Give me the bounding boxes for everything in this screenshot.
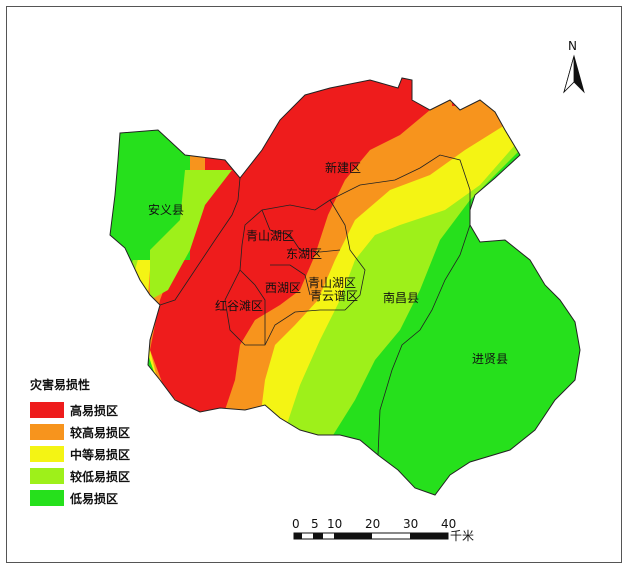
boundary-honggutan [239,269,266,345]
label-anyi: 安义县 [148,202,184,217]
legend-swatch [30,402,64,418]
scale-unit: 千米 [450,529,474,543]
region-labels: 新建区 安义县 青山湖区 东湖区 青山湖区 西湖区 青云谱区 红谷滩区 南昌县 … [148,160,508,366]
legend-swatch [30,446,64,462]
legend-swatch [30,490,64,506]
scale-tick-30: 30 [403,517,418,531]
boundary-anyi-xinjian [159,177,241,306]
scale-tick-40: 40 [441,517,456,531]
legend-swatch [30,468,64,484]
label-honggutan: 红谷滩区 [215,298,263,313]
boundary-qingshanhu [261,209,341,253]
zone-low-west-edge [150,170,232,300]
label-nanchang: 南昌县 [383,290,419,305]
boundary-xinjian-nanchang [329,154,471,210]
scale-tick-5: 5 [311,517,319,531]
map-frame [6,6,622,563]
boundary-urban-core [224,199,366,346]
legend-item: 中等易损区 [30,443,130,465]
north-label: N [568,39,577,53]
land-outline [109,77,581,496]
legend-label: 较高易损区 [70,425,131,440]
label-qingyunpu: 青云谱区 [310,289,358,303]
label-xihu: 西湖区 [265,280,301,295]
scale-tick-10: 10 [327,517,342,531]
legend-title: 灾害易损性 [30,378,91,392]
scale-segment [294,533,302,539]
legend-swatch [30,424,64,440]
legend-item: 较高易损区 [30,421,130,443]
label-jinxian: 进贤县 [472,352,508,366]
legend-label: 高易损区 [70,403,119,418]
legend-label: 中等易损区 [70,447,131,462]
legend-label: 较低易损区 [70,469,131,484]
legend-label: 低易损区 [70,491,119,506]
label-qingshanhu: 青山湖区 [246,228,294,243]
scale-segment [334,533,372,539]
label-xinjian: 新建区 [325,160,361,175]
scale-segment [410,533,448,539]
legend-item: 高易损区 [30,399,130,421]
label-qingshanhu-2: 青山湖区 [308,275,356,290]
scale-tick-0: 0 [292,517,300,531]
legend-item: 低易损区 [30,487,130,509]
scale-bar: 0 5 10 20 30 40 千米 [292,517,474,543]
legend-item: 较低易损区 [30,465,130,487]
legend: 灾害易损性 高易损区 较高易损区 中等易损区 较低易损区 低易损区 [30,376,130,509]
scale-segment [313,533,323,539]
north-arrow: N [563,39,585,94]
label-donghu: 东湖区 [286,246,322,261]
district-boundaries [159,154,471,456]
scale-tick-20: 20 [365,517,380,531]
boundary-xihu [270,264,311,296]
boundary-nanchang-jinxian [377,224,471,456]
